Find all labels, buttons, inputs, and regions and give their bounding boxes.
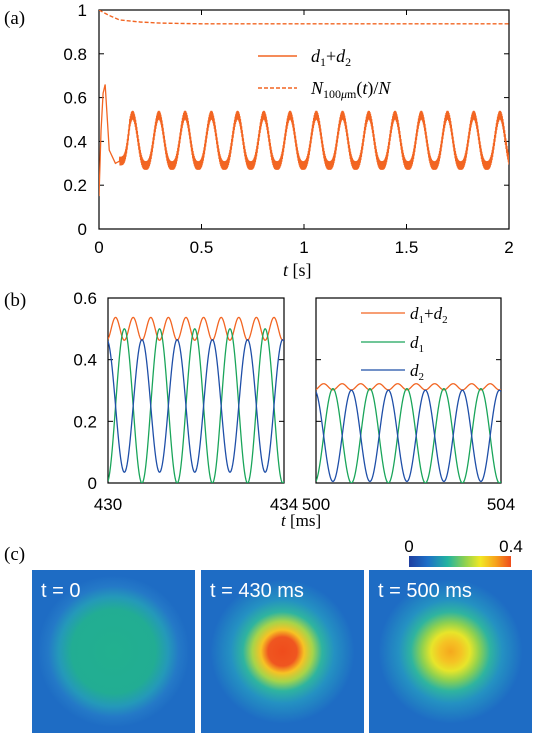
legend-label-sum: d1+d2 xyxy=(311,46,351,69)
heatmap-label-t500: t = 500 ms xyxy=(378,580,472,602)
chart-a-xtick-label: 0.5 xyxy=(190,238,214,257)
chart-b-right-frame xyxy=(315,297,502,484)
chart-a: 0 0.5 1 1.5 2 0 0.2 0.4 0.6 0.8 1 d1+d2 N100μm(t)/… xyxy=(63,1,513,280)
chart-a-xtick-label: 2 xyxy=(504,238,513,257)
chart-b-right-lines xyxy=(316,383,501,483)
series-d1-line xyxy=(108,328,284,483)
colorbar xyxy=(409,556,511,567)
heatmap-panel: 0 0.4 t = 0 t = 430 ms t = 500 ms xyxy=(32,537,532,733)
chart-b-ticks: 0 0.2 0.4 0.6 430 434 500 504 xyxy=(73,289,515,514)
legend-label-b-d1: d1 xyxy=(410,333,424,355)
colorbar-min-label: 0 xyxy=(404,537,413,556)
chart-a-ytick-label: 0.8 xyxy=(63,45,87,64)
chart-a-ytick-label: 0.6 xyxy=(63,89,87,108)
series-d1-plus-d2-line xyxy=(99,84,509,197)
colorbar-max-label: 0.4 xyxy=(499,537,523,556)
series-d2-line xyxy=(108,338,284,473)
panel-label-c: (c) xyxy=(4,544,25,565)
chart-b-ytick-label: 0.6 xyxy=(73,289,97,308)
chart-b-ytick-label: 0.4 xyxy=(73,351,97,370)
chart-a-xtick-label: 0 xyxy=(94,238,103,257)
chart-b-ytick-label: 0.2 xyxy=(73,412,97,431)
chart-a-ticks: 0 0.5 1 1.5 2 0 0.2 0.4 0.6 0.8 1 xyxy=(63,1,513,257)
legend-label-b-d2: d2 xyxy=(410,361,424,383)
chart-a-ytick-label: 0 xyxy=(78,220,87,239)
chart-b: 0 0.2 0.4 0.6 430 434 500 504 d1+d2 d1 d2 t [ms… xyxy=(73,289,515,530)
chart-a-xlabel: t [s] xyxy=(283,260,312,280)
chart-b-left-frame xyxy=(107,297,285,484)
heatmap-image-t500: t = 500 ms xyxy=(369,570,532,733)
panel-label-b: (b) xyxy=(4,290,26,311)
chart-a-legend: d1+d2 N100μm(t)/N xyxy=(258,46,391,101)
chart-a-ytick-label: 0.2 xyxy=(63,176,87,195)
heatmap-label-t0: t = 0 xyxy=(41,580,80,602)
chart-a-ytick-label: 1 xyxy=(78,1,87,20)
series-normalized-count-line xyxy=(99,10,509,25)
series-sum-line xyxy=(316,383,501,391)
chart-b-left-xtick-label: 430 xyxy=(94,495,122,514)
chart-a-xtick-label: 1.5 xyxy=(395,238,419,257)
heatmap-label-t430: t = 430 ms xyxy=(210,580,304,602)
chart-b-left-lines xyxy=(108,316,284,483)
chart-a-ytick-label: 0.4 xyxy=(63,132,87,151)
legend-label-b-sum: d1+d2 xyxy=(410,304,448,326)
heatmap-image-t430: t = 430 ms xyxy=(201,570,364,733)
series-d2-line xyxy=(316,389,501,483)
legend-label-count: N100μm(t)/N xyxy=(310,78,391,101)
chart-b-legend: d1+d2 d1 d2 xyxy=(361,304,448,383)
chart-b-ytick-label: 0 xyxy=(88,474,97,493)
heatmap-image-t0: t = 0 xyxy=(32,570,195,733)
chart-b-left-xtick-label: 434 xyxy=(270,495,298,514)
chart-b-right-xtick-label: 500 xyxy=(302,495,330,514)
chart-b-right-xtick-label: 504 xyxy=(487,495,515,514)
series-d1-line xyxy=(316,387,501,483)
series-sum-line xyxy=(108,316,284,341)
chart-b-xlabel: t [ms] xyxy=(281,511,321,530)
chart-a-xtick-label: 1 xyxy=(299,238,308,257)
panel-label-a: (a) xyxy=(4,8,25,29)
